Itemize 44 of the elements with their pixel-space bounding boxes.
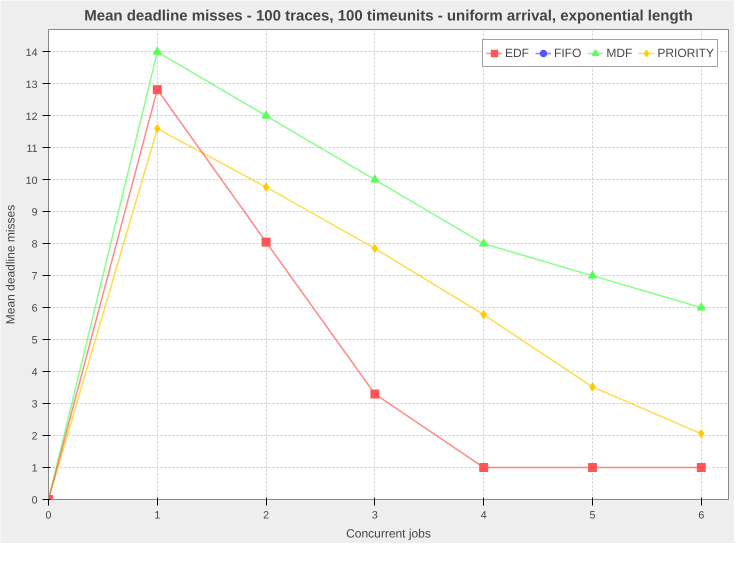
- y-tick-label: 9: [32, 206, 38, 219]
- x-tick-label: 5: [590, 510, 596, 522]
- x-tick-label: 6: [698, 510, 704, 522]
- y-tick-label: 1: [32, 462, 38, 475]
- x-tick-label: 0: [46, 510, 52, 522]
- y-tick-label: 10: [26, 174, 38, 187]
- point: [696, 302, 706, 310]
- chart-title: Mean deadline misses - 100 traces, 100 timeunits - uniform arrival, exponential length: [84, 8, 693, 24]
- y-tick-label: 11: [26, 142, 38, 155]
- x-tick-label: 1: [154, 510, 160, 522]
- point: [588, 270, 597, 278]
- legend-label: MDF: [606, 46, 632, 60]
- y-tick-label: 4: [32, 366, 38, 379]
- y-tick-label: 2: [32, 430, 38, 443]
- y-tick-label: 8: [32, 238, 38, 251]
- y-tick-label: 7: [32, 270, 38, 283]
- x-tick-label: 2: [263, 510, 270, 522]
- point: [262, 182, 270, 192]
- y-tick-label: 14: [26, 46, 38, 59]
- legend-label: PRIORITY: [657, 46, 714, 60]
- legend-label: EDF: [505, 46, 529, 60]
- point: [696, 463, 706, 472]
- y-tick-label: 3: [32, 398, 38, 411]
- y-tick-label: 6: [32, 302, 38, 315]
- point: [588, 463, 597, 472]
- point: [589, 382, 596, 392]
- point: [262, 110, 271, 119]
- point: [370, 174, 380, 183]
- y-tick-label: 13: [26, 78, 38, 91]
- point: [152, 85, 162, 94]
- point: [479, 238, 488, 247]
- legend-label: FIFO: [554, 46, 582, 60]
- point: [152, 46, 162, 55]
- x-axis-title: Concurrent jobs: [346, 526, 431, 540]
- y-axis-title: Mean deadline misses: [4, 204, 18, 324]
- point: [262, 238, 271, 247]
- y-tick-label: 12: [26, 110, 38, 123]
- point: [370, 389, 380, 398]
- point: [479, 463, 488, 472]
- y-tick-label: 0: [32, 494, 38, 506]
- x-tick-label: 4: [480, 510, 487, 522]
- point: [372, 244, 378, 254]
- x-tick-label: 3: [372, 510, 378, 522]
- y-tick-label: 5: [32, 334, 38, 347]
